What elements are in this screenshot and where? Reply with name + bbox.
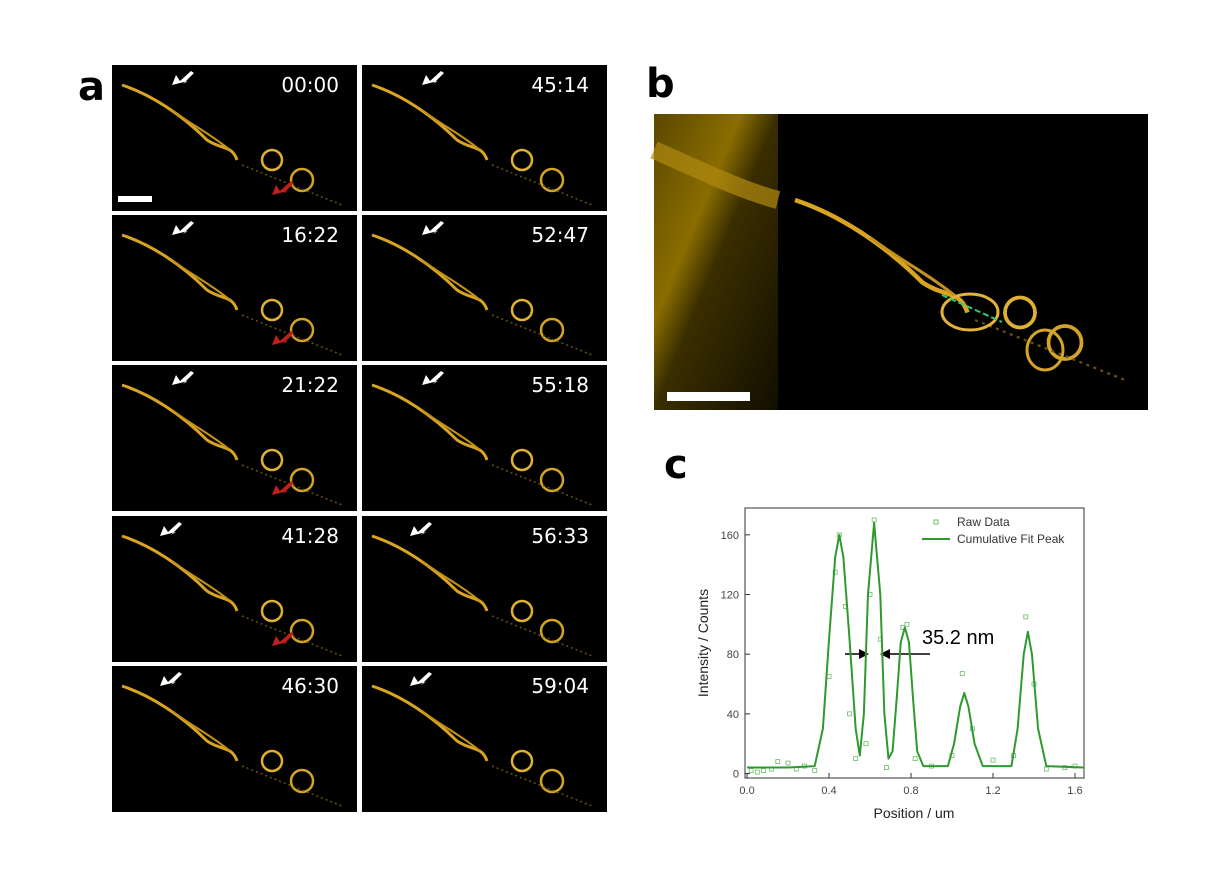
frame-image [112,365,357,511]
x-tick-label: 0.0 [739,785,754,797]
panel-label: c [664,442,688,488]
timestamp: 00:00 [281,73,339,97]
panel-label: a [78,64,105,110]
y-axis-label: Intensity / Counts [695,589,711,697]
data-point [748,768,754,773]
frame: 55:18 [362,365,607,511]
data-point [761,768,766,773]
arrow [272,331,294,345]
data-point [871,517,877,523]
frame-image [362,666,607,812]
timestamp: 41:28 [281,524,339,548]
data-point [863,741,869,747]
legend-marker [933,519,939,525]
data-point [853,756,859,762]
y-tick-label: 0 [733,769,739,781]
x-axis-label: Position / um [874,805,955,821]
arrow [160,672,182,686]
x-tick-label: 1.6 [1067,785,1082,797]
legend-label: Raw Data [957,515,1010,529]
x-tick-label: 0.4 [821,785,836,797]
frame-image [112,65,357,211]
timestamp: 55:18 [531,373,589,397]
arrow [422,221,444,235]
data-point [1023,614,1029,620]
timestamp: 56:33 [531,524,589,548]
arrow [172,371,194,385]
data-point [904,621,910,627]
data-point [884,765,889,770]
y-tick-label: 40 [727,709,739,721]
data-point [847,711,852,717]
timestamp: 46:30 [281,674,339,698]
frame: 21:22 [112,365,357,511]
y-tick-label: 160 [721,530,739,542]
arrow [422,71,444,85]
timestamp: 21:22 [281,373,339,397]
arrow [172,221,194,235]
legend-label: Cumulative Fit Peak [957,532,1065,546]
arrow [272,632,294,646]
data-point [826,674,832,679]
frame-image [112,516,357,662]
frame: 45:14 [362,65,607,211]
timestamp: 59:04 [531,674,589,698]
arrow [422,371,444,385]
scale-bar [118,196,152,202]
arrow [272,481,294,495]
frame-image [112,215,357,361]
frame: 59:04 [362,666,607,812]
x-tick-label: 0.8 [903,785,918,797]
x-tick-label: 1.2 [985,785,1000,797]
frame: 52:47 [362,215,607,361]
frame: 00:00 [112,65,357,211]
arrow [160,522,182,536]
arrow [172,71,194,85]
frame-image [362,215,607,361]
frame-image [112,666,357,812]
time-lapse-grid: 00:00 16:22 21:22 41:28 46:30 45:14 52:47 55:18… [112,65,607,812]
arrow [410,672,432,686]
data-point [775,759,781,764]
annotation: 35.2 nm [922,627,994,649]
panel-label: b [646,61,675,107]
arrow [272,181,294,195]
timestamp: 16:22 [281,223,339,247]
data-point [1043,766,1049,772]
timestamp: 45:14 [531,73,589,97]
frame-image [362,365,607,511]
y-tick-label: 120 [721,590,739,602]
profile-chart: Position / um Intensity / Counts 35.2 nm… [695,507,1085,821]
data-point [990,757,996,763]
frame: 41:28 [112,516,357,662]
fit-line [747,521,1084,769]
data-point [959,671,965,676]
frame: 56:33 [362,516,607,662]
frame-image [362,516,607,662]
data-point [812,768,818,773]
frame-image [362,65,607,211]
y-tick-label: 80 [727,649,739,661]
panel-b-image [650,114,1148,410]
frame: 16:22 [112,215,357,361]
data-point [912,756,918,762]
frame: 46:30 [112,666,357,812]
timestamp: 52:47 [531,223,589,247]
arrow [410,522,432,536]
data-point [754,769,760,775]
data-point [785,760,791,766]
